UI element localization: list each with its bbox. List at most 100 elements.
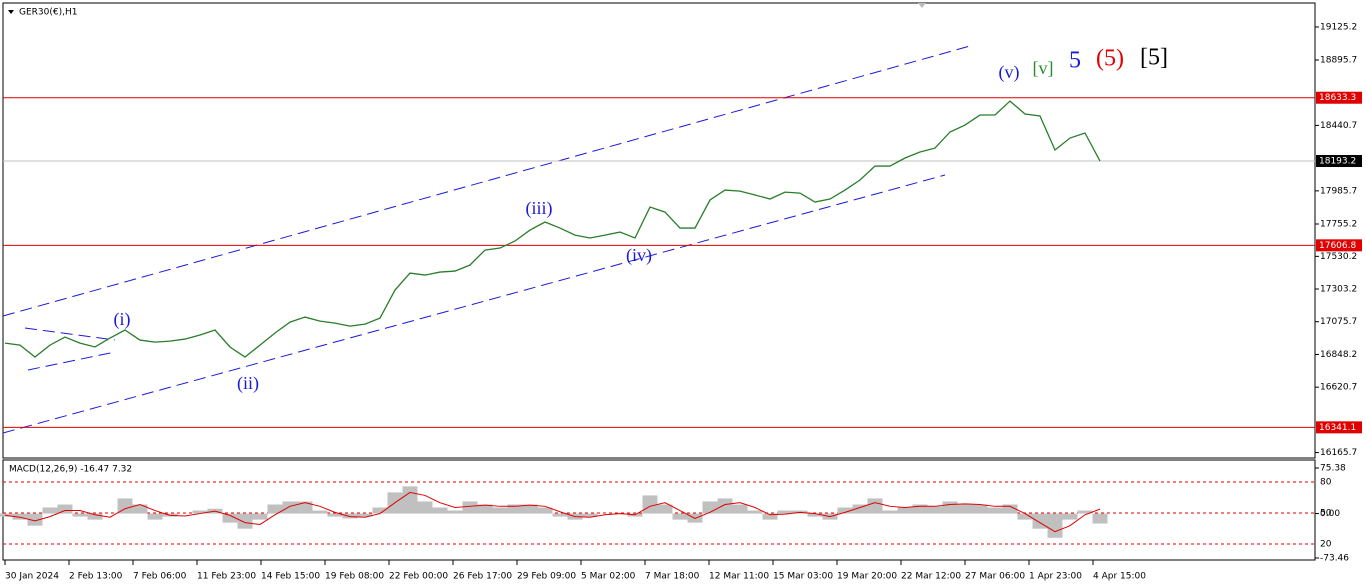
y2-tick-label: 20 <box>1320 539 1332 549</box>
x-tick-label: 2 Feb 13:00 <box>69 572 123 582</box>
x-tick-label: 26 Feb 17:00 <box>453 572 512 582</box>
menu-arrow <box>8 10 14 14</box>
macd-bar <box>552 513 568 517</box>
level-box <box>1316 91 1362 104</box>
macd-bar <box>837 507 853 514</box>
macd-bar <box>717 498 733 514</box>
macd-bar <box>1062 513 1078 520</box>
macd-bar <box>1047 513 1063 538</box>
macd-bar <box>492 507 508 514</box>
macd-bar <box>852 504 868 514</box>
y-tick-label: 17530.2 <box>1320 252 1357 262</box>
wave-label: (iii) <box>526 198 553 219</box>
y-tick-label: 0.00 <box>1320 509 1340 519</box>
macd-bar <box>297 501 313 514</box>
wave-label: (i) <box>114 309 131 330</box>
macd-title: MACD(12,26,9) -16.47 7.32 <box>9 465 132 475</box>
level-label: 16341.1 <box>1319 423 1356 433</box>
macd-bar <box>447 510 463 514</box>
macd-bar <box>12 513 28 520</box>
macd-bar <box>477 504 493 514</box>
macd-bar <box>57 504 73 514</box>
x-tick-label: 19 Feb 08:00 <box>325 572 384 582</box>
y-tick-label: -73.46 <box>1320 553 1349 563</box>
y-tick-label: 16165.7 <box>1320 448 1357 458</box>
y-tick-label: 75.38 <box>1320 463 1346 473</box>
macd-bar <box>147 513 163 520</box>
y2-tick-label: 80 <box>1320 478 1332 488</box>
price-line <box>4 100 1101 358</box>
wave-label: (iv) <box>626 245 652 266</box>
level-box <box>1316 239 1362 252</box>
wave-label: (ii) <box>237 373 259 394</box>
macd-bar <box>807 513 823 517</box>
x-tick-label: 29 Feb 09:00 <box>517 572 576 582</box>
macd-bar <box>957 504 973 514</box>
x-tick-label: 11 Feb 23:00 <box>197 572 256 582</box>
shift-marker <box>918 3 926 8</box>
y-tick-label: 17755.2 <box>1320 220 1357 230</box>
macd-bar <box>432 507 448 514</box>
y-tick-label: 17985.7 <box>1320 186 1357 196</box>
macd-bar <box>762 513 778 520</box>
triangle-bottom <box>27 351 116 371</box>
macd-bar <box>267 504 283 514</box>
macd-bar <box>342 513 358 519</box>
macd-bar <box>132 504 148 514</box>
macd-bar <box>462 501 478 514</box>
wave-label: (v) <box>999 62 1020 83</box>
x-tick-label: 4 Apr 15:00 <box>1093 572 1146 582</box>
y-tick-label: 16848.2 <box>1320 350 1357 360</box>
x-tick-label: 12 Mar 11:00 <box>709 572 769 582</box>
macd-bar <box>252 513 268 520</box>
x-tick-label: 1 Apr 23:00 <box>1029 572 1082 582</box>
macd-bar <box>702 501 718 514</box>
macd-bar <box>657 504 673 514</box>
chart-title: GER30(€),H1 <box>19 8 77 18</box>
macd-bar <box>87 513 103 520</box>
macd-bar <box>1092 513 1108 524</box>
macd-bar <box>987 507 1003 514</box>
macd-bar <box>327 513 343 517</box>
macd-bar <box>1032 513 1048 529</box>
macd-bar <box>27 513 43 526</box>
macd-bar <box>522 504 538 514</box>
channel-upper <box>2 45 971 317</box>
macd-bar <box>417 501 433 514</box>
macd-bar <box>237 513 253 529</box>
macd-bar <box>507 504 523 514</box>
channel <box>2 45 971 434</box>
macd-bar <box>642 495 658 514</box>
macd-bar <box>942 501 958 514</box>
x-tick-label: 19 Mar 20:00 <box>837 572 897 582</box>
y-tick-label: 16620.7 <box>1320 383 1357 393</box>
y-tick-label: 18440.7 <box>1320 121 1357 131</box>
channel-lower <box>2 174 946 434</box>
macd-bar <box>882 510 898 514</box>
macd-bar <box>402 486 418 514</box>
wave-label: 5 <box>1069 48 1081 74</box>
level-box <box>1316 155 1362 168</box>
y-tick-label: 17303.2 <box>1320 285 1357 295</box>
x-tick-label: 27 Mar 06:00 <box>965 572 1025 582</box>
macd-bar <box>72 513 88 517</box>
x-tick-label: 14 Feb 15:00 <box>261 572 320 582</box>
macd-bar <box>222 513 238 523</box>
y2-tick-label: 50 <box>1320 508 1332 518</box>
macd-bar <box>357 513 373 517</box>
x-tick-label: 7 Feb 06:00 <box>133 572 187 582</box>
macd-bar <box>192 510 208 514</box>
macd-bar <box>42 507 58 514</box>
triangle-top <box>24 327 116 341</box>
wave-label: [5] <box>1140 45 1168 71</box>
signal-line <box>4 491 1101 533</box>
macd-bar <box>372 507 388 514</box>
macd-bar <box>867 498 883 514</box>
x-tick-label: 15 Mar 03:00 <box>773 572 833 582</box>
wave-label: (5) <box>1096 46 1124 72</box>
macd-bar <box>972 504 988 514</box>
x-tick-label: 7 Mar 18:00 <box>645 572 700 582</box>
macd-bar <box>1017 513 1033 520</box>
macd-bar <box>1077 510 1093 514</box>
